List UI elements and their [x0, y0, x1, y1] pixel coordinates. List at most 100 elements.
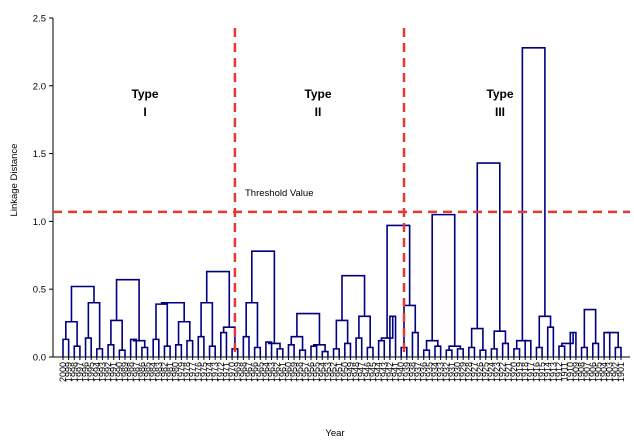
x-tick-label: 1902 — [610, 362, 620, 382]
dendrogram-link — [310, 345, 318, 357]
x-tick-label: 1952 — [329, 362, 339, 382]
dendrogram-link — [107, 343, 115, 357]
dendrogram-link — [580, 346, 588, 357]
y-tick-label: 0.5 — [33, 285, 46, 296]
x-tick-label: 1999 — [64, 362, 74, 382]
x-tick-label: 1974 — [205, 362, 215, 382]
x-tick-label: 1962 — [272, 362, 282, 382]
x-tick-label: 1938 — [407, 362, 417, 382]
dendrogram-link — [515, 339, 528, 349]
dendrogram-link — [197, 335, 205, 357]
y-tick-label: 0.0 — [33, 353, 46, 364]
x-tick-label: 1929 — [458, 362, 468, 382]
x-tick-label: 1955 — [312, 362, 322, 382]
dendrogram-link — [468, 346, 476, 357]
x-tick-label: 1951 — [334, 362, 344, 382]
cluster-label-type-2-top: Type — [304, 87, 331, 101]
dendrogram-link — [205, 270, 231, 328]
x-tick-label: 1988 — [126, 362, 136, 382]
x-tick-label: 1980 — [171, 362, 181, 382]
dendrogram-tree — [62, 47, 622, 357]
dendrogram-link — [434, 345, 442, 357]
x-tick-label: 1943 — [379, 362, 389, 382]
x-tick-label: 1965 — [255, 362, 265, 382]
x-tick-label: 1990 — [114, 362, 124, 382]
x-tick-label: 1977 — [188, 362, 198, 382]
y-axis-title: Linkage Distance — [9, 144, 20, 217]
x-tick-label: 1916 — [531, 362, 541, 382]
x-tick-label: 1931 — [447, 362, 457, 382]
x-tick-label: 1923 — [492, 362, 502, 382]
x-tick-label: 1954 — [317, 362, 327, 382]
dendrogram-link — [476, 162, 501, 332]
x-tick-label: 1968 — [238, 362, 248, 382]
dendrogram-link — [110, 319, 123, 351]
dendrogram-link — [521, 47, 546, 341]
x-tick-label: 1958 — [295, 362, 305, 382]
dendrogram-link — [115, 278, 140, 341]
x-tick-label: 1969 — [233, 362, 243, 382]
x-tick-label: 1904 — [599, 362, 609, 382]
x-tick-label: 1960 — [283, 362, 293, 382]
dendrogram-link — [332, 348, 340, 357]
dendrogram-link — [456, 348, 464, 357]
dendrogram-link — [242, 335, 250, 357]
dendrogram-link — [118, 349, 126, 357]
x-tick-label: 1921 — [503, 362, 513, 382]
x-tick-label: 1985 — [143, 362, 153, 382]
x-tick-label: 1981 — [165, 362, 175, 382]
x-tick-label: 1978 — [182, 362, 192, 382]
x-tick-label: 1975 — [199, 362, 209, 382]
dendrogram-link — [606, 331, 619, 348]
x-tick-label: 1959 — [289, 362, 299, 382]
dendrogram-link — [290, 335, 304, 351]
dendrogram-link — [73, 345, 81, 357]
x-tick-label: 1920 — [509, 362, 519, 382]
x-tick-label: 1927 — [469, 362, 479, 382]
x-tick-label: 1964 — [261, 362, 271, 382]
cluster-label-type-1-bottom: I — [143, 105, 146, 119]
dendrogram-link — [245, 301, 259, 348]
dendrogram-link — [386, 224, 411, 339]
x-tick-label: 1945 — [368, 362, 378, 382]
x-tick-label: 1983 — [154, 362, 164, 382]
x-tick-label: 1924 — [486, 362, 496, 382]
x-tick-label: 1991 — [109, 362, 119, 382]
x-tick-label: 1961 — [278, 362, 288, 382]
x-tick-label: 1984 — [148, 362, 158, 382]
dendrogram-link — [87, 301, 101, 349]
dendrogram-link — [65, 320, 78, 347]
x-axis-title: Year — [325, 428, 344, 439]
x-tick-label: 1963 — [267, 362, 277, 382]
dendrogram-link — [287, 343, 295, 357]
x-tick-label: 1919 — [515, 362, 525, 382]
x-tick-label: 1948 — [351, 362, 361, 382]
dendrogram-link — [592, 342, 600, 357]
y-tick-label: 1.5 — [33, 149, 46, 160]
dendrogram-link — [208, 345, 216, 357]
x-tick-label: 1953 — [323, 362, 333, 382]
threshold-label: Threshold Value — [245, 188, 313, 199]
x-tick-label: 1979 — [176, 362, 186, 382]
x-tick-label: 1947 — [357, 362, 367, 382]
x-tick-label: 2000 — [58, 362, 68, 382]
x-tick-label: 1914 — [543, 362, 553, 382]
x-tick-label: 1911 — [560, 362, 570, 381]
x-tick-label: 1922 — [498, 362, 508, 382]
dendrogram-link — [335, 319, 349, 349]
x-tick-label: 1992 — [103, 362, 113, 382]
dendrogram-link — [341, 274, 366, 321]
dendrogram-link — [538, 315, 552, 348]
x-tick-label: 1949 — [345, 362, 355, 382]
dendrogram-link — [366, 346, 374, 357]
x-tick-label: 1970 — [227, 362, 237, 382]
dendrogram-link — [62, 338, 70, 357]
dendrogram-link — [174, 343, 183, 357]
x-tick-label: 1950 — [340, 362, 350, 382]
dendrogram-link — [321, 350, 329, 357]
dendrogram-link — [583, 308, 597, 348]
dendrogram-link — [222, 326, 236, 349]
dendrogram-link — [251, 250, 276, 344]
dendrogram-link — [220, 331, 228, 357]
x-tick-label: 1936 — [419, 362, 429, 382]
